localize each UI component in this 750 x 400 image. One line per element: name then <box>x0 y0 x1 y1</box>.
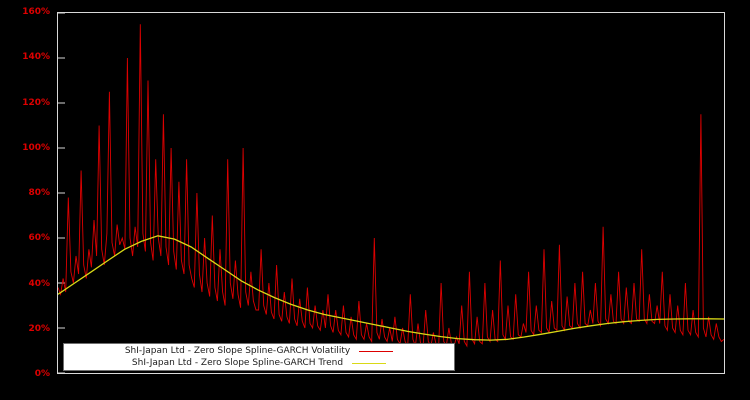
y-tick-label: 160% <box>22 7 50 17</box>
y-tick-label: 100% <box>22 142 50 153</box>
y-tick-label: 0% <box>34 369 50 379</box>
y-tick-label: 60% <box>28 233 50 244</box>
trend-line-sample <box>352 362 387 364</box>
y-tick-label: 40% <box>28 278 50 289</box>
chart-canvas <box>58 13 724 373</box>
plot-area: ShI-Japan Ltd - Zero Slope Spline-GARCH … <box>57 12 725 374</box>
y-tick-label: 20% <box>28 323 50 334</box>
y-axis-labels: 0% 20% 40% 60% 80% 100% 120% 140% 160% <box>0 0 54 400</box>
legend-item-trend: ShI-Japan Ltd - Zero Slope Spline-GARCH … <box>70 357 448 369</box>
volatility-line-sample <box>359 350 394 352</box>
legend-item-volatility: ShI-Japan Ltd - Zero Slope Spline-GARCH … <box>70 345 448 357</box>
legend-label-trend: ShI-Japan Ltd - Zero Slope Spline-GARCH … <box>131 358 344 368</box>
y-tick-label: 80% <box>28 188 50 198</box>
legend: ShI-Japan Ltd - Zero Slope Spline-GARCH … <box>63 343 455 371</box>
y-tick-label: 140% <box>22 52 50 63</box>
legend-label-volatility: ShI-Japan Ltd - Zero Slope Spline-GARCH … <box>124 346 351 356</box>
y-tick-label: 120% <box>22 97 50 108</box>
